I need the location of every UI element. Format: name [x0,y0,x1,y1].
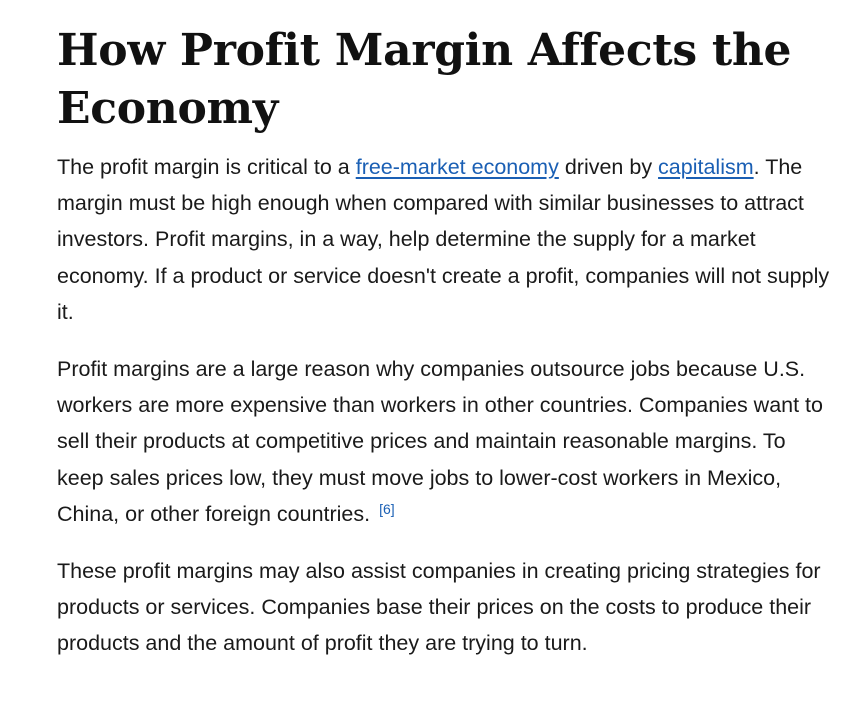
paragraph-2-text: Profit margins are a large reason why co… [57,357,823,526]
citation-6-link[interactable]: [6] [379,500,395,517]
paragraph-2: Profit margins are a large reason why co… [57,351,832,532]
article-section: How Profit Margin Affects the Economy Th… [57,22,832,683]
free-market-economy-link[interactable]: free-market economy [355,155,559,179]
section-heading: How Profit Margin Affects the Economy [57,25,792,134]
citation-superscript: [6] [379,501,395,517]
paragraph-1-text-end: . The margin must be high enough when co… [57,155,830,324]
paragraph-3-text: These profit margins may also assist com… [57,559,821,656]
capitalism-link[interactable]: capitalism [658,155,754,179]
paragraph-3: These profit margins may also assist com… [57,553,832,662]
paragraph-1-text-start: The profit margin is critical to a [57,155,356,179]
paragraph-1-text-middle: driven by [558,155,659,179]
paragraph-1: The profit margin is critical to a free-… [57,149,832,330]
